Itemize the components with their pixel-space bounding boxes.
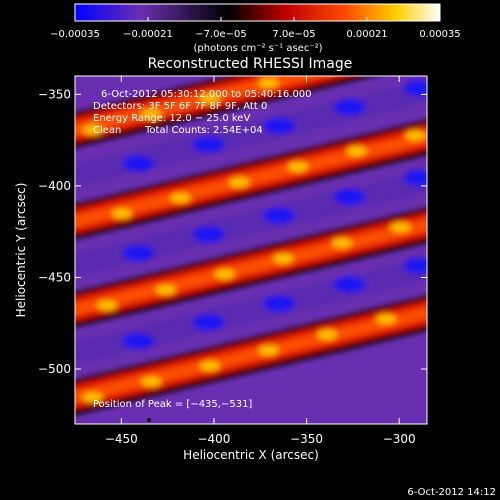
colorbar-tick-label: −0.00035 [50, 29, 100, 40]
colorbar-tick-label: −0.00021 [123, 29, 173, 40]
hot-spot [375, 314, 396, 325]
hot-spot [155, 284, 176, 295]
hot-spot [229, 177, 250, 188]
colorbar-unit-label: (photons cm⁻² s⁻¹ asec⁻²) [193, 43, 322, 54]
hot-spot [199, 361, 220, 372]
overlay-annotations: 6-Oct-2012 05:30:12.000 to 05:40:16.000 … [93, 89, 312, 410]
colorbar-tick-label: 0.00021 [346, 29, 387, 40]
x-axis-ticks: −450 −400 −350 −300 [105, 76, 416, 446]
hot-spot [82, 392, 103, 403]
colorbar-ticks: −0.00035 −0.00021 −7.0e−05 7.0e−05 0.00021 0.… [50, 17, 461, 40]
hot-spot [214, 269, 235, 280]
y-tick-label: −450 [38, 270, 71, 284]
y-tick-label: −400 [38, 179, 71, 193]
y-axis-label: Heliocentric Y (arcsec) [14, 183, 28, 318]
hot-spot [273, 253, 294, 264]
colorbar-tick-label: 7.0e−05 [272, 29, 315, 40]
hot-spot [331, 237, 352, 248]
annotation-time-range: 6-Oct-2012 05:30:12.000 to 05:40:16.000 [101, 89, 312, 100]
x-tick-label: −350 [290, 432, 323, 446]
annotation-peak-position: Position of Peak = [−435,−531] [93, 399, 252, 410]
hot-spot [82, 124, 103, 135]
hot-spot [317, 329, 338, 340]
negative-band [75, 256, 427, 366]
hot-spot [258, 345, 279, 356]
colorbar-tick-label: 0.00035 [419, 29, 460, 40]
hot-spot [141, 109, 162, 120]
plot-frame [74, 75, 428, 425]
x-tick-label: −450 [105, 432, 138, 446]
peak-marker [147, 418, 152, 422]
annotation-total-counts: Total Counts: 2.54E+04 [144, 125, 263, 136]
x-tick-label: −300 [383, 432, 416, 446]
x-axis-label: Heliocentric X (arcsec) [183, 448, 319, 462]
hot-spot [287, 161, 308, 172]
colorbar: −0.00035 −0.00021 −7.0e−05 7.0e−05 0.00021 0.… [50, 3, 461, 54]
annotation-clean: Clean [93, 125, 121, 136]
y-tick-label: −500 [38, 362, 71, 376]
negative-band [75, 79, 427, 188]
hot-spot [97, 300, 118, 311]
emission-band [75, 119, 427, 240]
chart-title: Reconstructed RHESSI Image [148, 56, 353, 72]
colorbar-tick-label: −7.0e−05 [195, 29, 247, 40]
emission-band [75, 295, 427, 416]
plot-area: 6-Oct-2012 05:30:12.000 to 05:40:16.000 … [74, 47, 428, 425]
hot-spot [390, 222, 411, 233]
hot-spot [346, 146, 367, 157]
footer-timestamp: 6-Oct-2012 14:12 [407, 487, 496, 498]
annotation-energy: Energy Range: 12.0 − 25.0 keV [93, 113, 250, 124]
hot-spot [376, 47, 396, 57]
hot-spot [111, 208, 132, 219]
emission-band [75, 76, 375, 148]
x-tick-label: −400 [197, 432, 230, 446]
negative-band [75, 168, 427, 278]
colorbar-gradient [74, 3, 441, 22]
hot-spot [258, 77, 279, 88]
hot-spot [405, 130, 426, 141]
heatmap-layer [75, 47, 427, 422]
hot-spot [199, 93, 220, 104]
hot-spot [170, 193, 191, 204]
y-axis-ticks: −350 −400 −450 −500 [38, 87, 427, 376]
annotation-detectors: Detectors: 3F 5F 6F 7F 8F 9F, Att 0 [93, 101, 267, 112]
hot-spot [141, 376, 162, 387]
y-tick-label: −350 [38, 87, 71, 101]
